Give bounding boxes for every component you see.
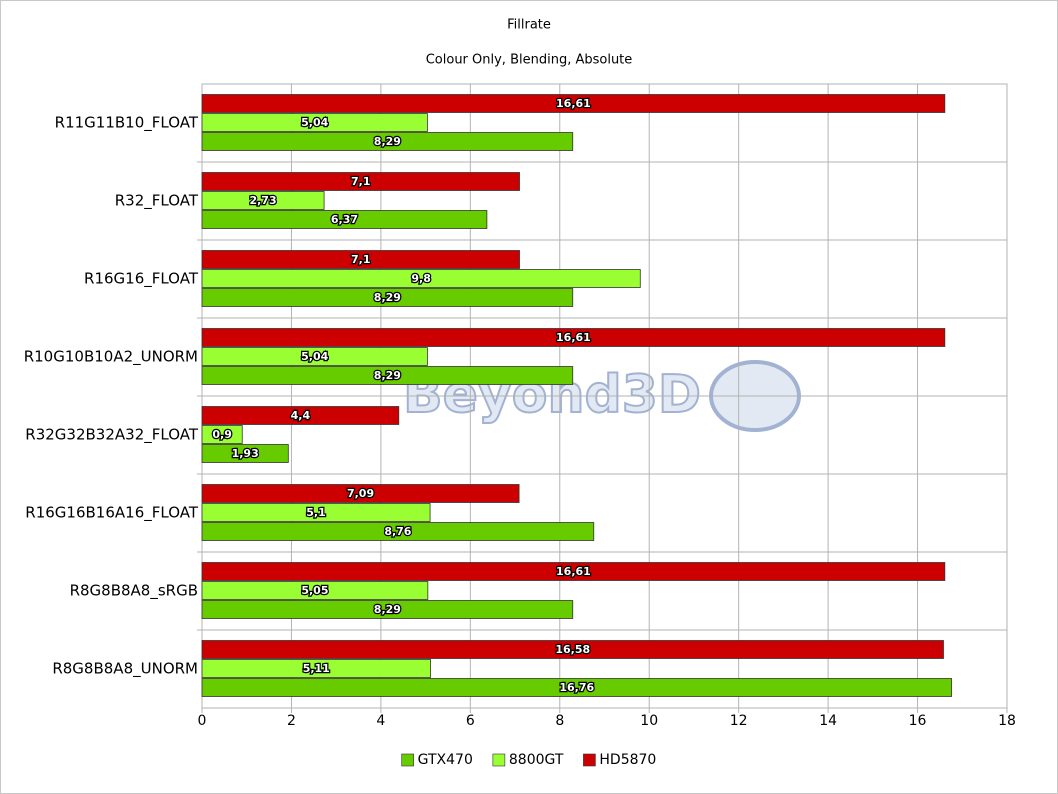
bar — [201, 640, 944, 659]
value-label: 8,29 — [374, 369, 401, 382]
value-label: 5,1 — [306, 506, 326, 519]
legend-label: 8800GT — [509, 752, 564, 768]
y-tick-label: R8G8B8A8_UNORM — [52, 660, 198, 679]
legend-label: HD5870 — [599, 752, 656, 768]
chart-title: Fillrate — [507, 18, 551, 33]
value-label: 16,61 — [556, 565, 591, 578]
x-tick-label: 12 — [730, 713, 748, 729]
y-tick-label: R8G8B8A8_sRGB — [70, 582, 198, 601]
value-label: 5,04 — [301, 350, 328, 363]
value-label: 7,1 — [351, 175, 371, 188]
y-tick-label: R16G16B16A16_FLOAT — [25, 504, 199, 523]
value-label: 2,73 — [249, 194, 276, 207]
value-label: 5,04 — [301, 116, 328, 129]
value-label: 16,76 — [559, 681, 594, 694]
legend-label: GTX470 — [418, 752, 473, 768]
bar — [201, 444, 289, 463]
y-tick-label: R11G11B10_FLOAT — [55, 114, 199, 133]
bar — [201, 250, 520, 269]
legend-swatch — [492, 753, 506, 767]
legend-swatch — [583, 753, 596, 767]
y-tick-label: R10G10B10A2_UNORM — [24, 348, 198, 367]
x-tick-label: 10 — [640, 713, 658, 729]
bar — [201, 191, 325, 210]
bar — [201, 288, 574, 307]
value-label: 4,4 — [291, 409, 311, 422]
value-label: 8,29 — [374, 135, 401, 148]
x-tick-label: 0 — [198, 713, 207, 729]
bar — [201, 132, 574, 151]
bar — [201, 600, 574, 619]
bar — [201, 347, 428, 366]
bar — [201, 406, 400, 425]
bar — [201, 678, 952, 697]
bar — [201, 484, 520, 503]
y-tick-label: R16G16_FLOAT — [84, 270, 199, 289]
value-label: 7,09 — [347, 487, 374, 500]
bar — [201, 94, 946, 113]
value-label: 16,58 — [555, 643, 590, 656]
value-label: 8,29 — [374, 291, 401, 304]
bar — [201, 269, 641, 288]
value-label: 8,76 — [384, 525, 411, 538]
value-label: 9,8 — [411, 272, 431, 285]
x-tick-label: 4 — [376, 713, 385, 729]
bar — [201, 659, 431, 678]
bar — [201, 172, 520, 191]
x-tick-label: 14 — [819, 713, 837, 729]
bar — [201, 425, 243, 444]
bar — [201, 328, 946, 347]
value-label: 6,37 — [331, 213, 358, 226]
bar — [201, 522, 595, 541]
bar — [201, 366, 574, 385]
x-tick-label: 16 — [909, 713, 927, 729]
value-label: 0,9 — [212, 428, 232, 441]
x-tick-label: 2 — [287, 713, 296, 729]
value-label: 7,1 — [351, 253, 371, 266]
value-label: 5,11 — [303, 662, 330, 675]
value-label: 8,29 — [374, 603, 401, 616]
y-tick-label: R32G32B32A32_FLOAT — [25, 426, 199, 445]
bar — [201, 562, 946, 581]
value-label: 1,93 — [232, 447, 259, 460]
value-label: 5,05 — [301, 584, 328, 597]
y-tick-label: R32_FLOAT — [115, 192, 199, 211]
legend-swatch — [401, 753, 414, 767]
x-tick-label: 18 — [998, 713, 1016, 729]
value-label: 16,61 — [556, 331, 591, 344]
bar — [201, 581, 429, 600]
bar — [201, 503, 431, 522]
x-tick-label: 8 — [555, 713, 564, 729]
bar — [201, 210, 488, 229]
bar — [201, 113, 428, 132]
x-tick-label: 6 — [466, 713, 475, 729]
value-label: 16,61 — [556, 97, 591, 110]
chart-subtitle: Colour Only, Blending, Absolute — [426, 53, 633, 68]
